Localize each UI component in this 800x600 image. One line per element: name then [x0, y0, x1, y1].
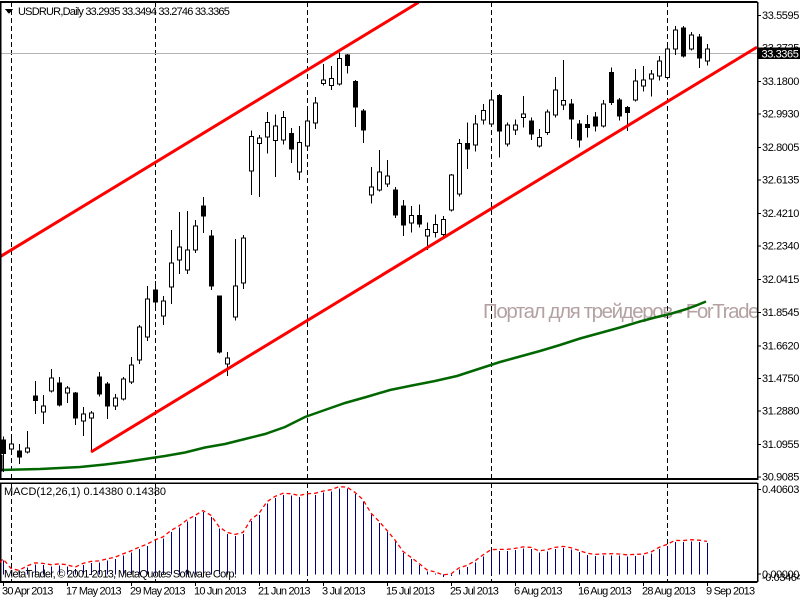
svg-text:30.9085: 30.9085 — [762, 472, 799, 484]
svg-text:6 Aug 2013: 6 Aug 2013 — [514, 586, 562, 598]
svg-text:21 Jun 2013: 21 Jun 2013 — [258, 586, 310, 598]
svg-text:32.2340: 32.2340 — [762, 241, 799, 253]
svg-text:-0.03464: -0.03464 — [762, 572, 800, 584]
svg-text:0.00000: 0.00000 — [762, 569, 799, 581]
svg-text:MetaTrader, © 2001-2013, MetaQ: MetaTrader, © 2001-2013, MetaQuotes Soft… — [4, 569, 237, 581]
svg-text:32.9930: 32.9930 — [762, 109, 799, 121]
svg-text:31.2880: 31.2880 — [762, 405, 799, 417]
svg-text:MACD(12,26,1) 0.14380 0.14380: MACD(12,26,1) 0.14380 0.14380 — [4, 486, 166, 498]
svg-text:31.8545: 31.8545 — [762, 307, 799, 319]
svg-text:0.40603: 0.40603 — [762, 484, 799, 496]
svg-text:33.1800: 33.1800 — [762, 76, 799, 88]
svg-text:Портал для трейдеров - ForTrad: Портал для трейдеров - ForTrader — [483, 300, 765, 323]
svg-text:16 Aug 2013: 16 Aug 2013 — [578, 586, 632, 598]
svg-text:17 May 2013: 17 May 2013 — [66, 586, 121, 598]
svg-text:25 Jul 2013: 25 Jul 2013 — [450, 586, 499, 598]
svg-text:32.8005: 32.8005 — [762, 142, 799, 154]
svg-text:28 Aug 2013: 28 Aug 2013 — [642, 586, 696, 598]
svg-text:32.0415: 32.0415 — [762, 274, 799, 286]
svg-text:33.3365: 33.3365 — [762, 49, 799, 61]
svg-text:29 May 2013: 29 May 2013 — [130, 586, 185, 598]
svg-text:32.4210: 32.4210 — [762, 208, 799, 220]
svg-text:31.6620: 31.6620 — [762, 340, 799, 352]
svg-text:USDRUR,Daily 33.2935 33.3494: USDRUR,Daily 33.2935 33.3494 33.2746 33.… — [18, 6, 230, 18]
svg-text:31.4750: 31.4750 — [762, 373, 799, 385]
svg-text:15 Jul 2013: 15 Jul 2013 — [386, 586, 435, 598]
svg-text:33.5595: 33.5595 — [762, 10, 799, 22]
svg-text:30 Apr 2013: 30 Apr 2013 — [2, 586, 53, 598]
svg-text:10 Jun 2013: 10 Jun 2013 — [194, 586, 246, 598]
svg-text:32.6135: 32.6135 — [762, 175, 799, 187]
svg-text:3 Jul 2013: 3 Jul 2013 — [322, 586, 365, 598]
svg-text:9 Sep 2013: 9 Sep 2013 — [706, 586, 755, 598]
svg-text:31.0955: 31.0955 — [762, 439, 799, 451]
